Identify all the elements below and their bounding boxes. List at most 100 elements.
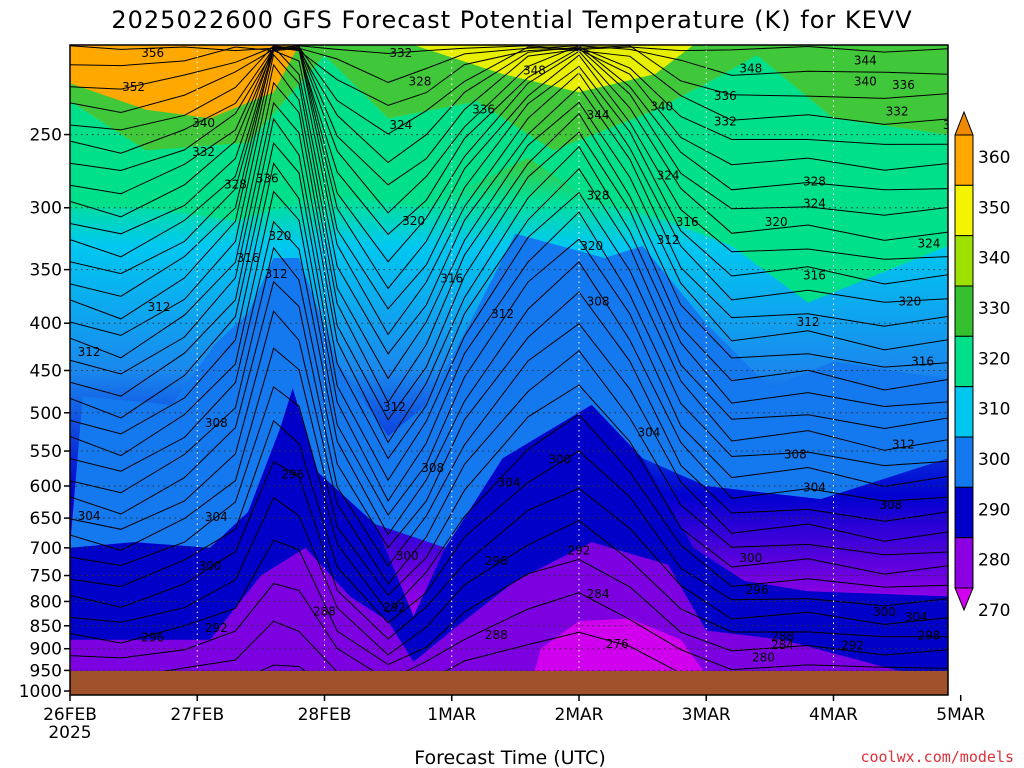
contour-label: 340 <box>650 99 673 113</box>
contour-label: 292 <box>568 544 591 558</box>
y-tick-label: 1000 <box>19 682 62 702</box>
gridlines <box>70 45 948 671</box>
contour-line <box>70 280 948 567</box>
contour-label: 312 <box>491 307 514 321</box>
contour-label: 316 <box>911 354 934 368</box>
x-tick-label: 26FEB <box>43 705 97 725</box>
contour-label: 340 <box>192 116 215 130</box>
contour-label: 332 <box>714 115 737 129</box>
fill-320-330 <box>70 54 948 303</box>
contour-line <box>70 45 948 55</box>
colorbar-arrow-top <box>954 110 974 136</box>
contour-line <box>163 620 678 671</box>
contour-label: 316 <box>676 215 699 229</box>
contour-line <box>70 310 948 585</box>
contour-line <box>70 45 948 164</box>
colorbar: 360 350 340 330 320 310 300 290 280 270 <box>954 110 1010 621</box>
contour-label: 296 <box>746 583 769 597</box>
contour-line <box>70 460 948 640</box>
contour-label: 336 <box>892 78 915 92</box>
contour-label: 336 <box>714 89 737 103</box>
colorbar-tick-label: 350 <box>978 198 1010 218</box>
colorbar-tick-label: 280 <box>978 551 1010 571</box>
contour-label: 312 <box>78 345 101 359</box>
contour-label: 296 <box>141 630 164 644</box>
colorbar-segment <box>954 486 974 539</box>
contour-lines <box>70 45 948 671</box>
y-tick-label: 850 <box>30 617 62 637</box>
y-tick-label: 350 <box>30 261 62 281</box>
chart-title: 2025022600 GFS Forecast Potential Temper… <box>111 6 912 34</box>
contour-label: 300 <box>873 605 896 619</box>
contour-line <box>70 49 948 336</box>
contour-label: 304 <box>803 480 826 494</box>
contour-line <box>70 142 948 482</box>
y-tick-label: 300 <box>30 199 62 219</box>
y-tick-label: 650 <box>30 509 62 529</box>
colorbar-segment <box>954 436 974 488</box>
contour-label: 328 <box>224 177 247 191</box>
contour-label: 304 <box>905 610 928 624</box>
contour-line <box>70 419 948 624</box>
contour-label: 356 <box>141 46 164 60</box>
contour-label: 300 <box>396 549 419 563</box>
contour-line <box>70 582 948 671</box>
contour-label: 344 <box>587 108 610 122</box>
contour-line <box>70 539 948 666</box>
colorbar-segment <box>954 134 974 186</box>
contour-line <box>70 246 948 549</box>
colorbar-segment <box>954 537 974 589</box>
fill-330-340 <box>70 45 948 151</box>
contour-label: 288 <box>485 628 508 642</box>
x-tick-label: 4MAR <box>809 705 858 725</box>
colorbar-tick-label: 300 <box>978 450 1010 470</box>
contour-line <box>70 162 948 502</box>
contour-label: 308 <box>784 448 807 462</box>
contour-label: 336 <box>472 103 495 117</box>
colorbar-segment <box>954 386 974 438</box>
colorbar-segment <box>954 285 974 337</box>
contour-line <box>70 220 948 536</box>
contour-label: 284 <box>771 638 794 652</box>
y-tick-label: 450 <box>30 361 62 381</box>
contour-label: 296 <box>281 467 304 481</box>
contour-label: 292 <box>205 621 228 635</box>
colorbar-tick-label: 290 <box>978 500 1010 520</box>
credit-link[interactable]: coolwx.com/models <box>860 748 1014 766</box>
contour-label: 276 <box>606 637 629 651</box>
contour-line <box>70 53 948 380</box>
colorbar-tick-label: 310 <box>978 400 1010 420</box>
y-tick-label: 550 <box>30 442 62 462</box>
fill-300-310 <box>70 233 948 548</box>
x-tick-label: 2MAR <box>555 705 604 725</box>
x-tick-label: 27FEB <box>170 705 224 725</box>
contour-label: 304 <box>638 425 661 439</box>
x-tick-label: 1MAR <box>427 705 476 725</box>
contour-label: 288 <box>313 604 336 618</box>
colorbar-segment <box>954 335 974 388</box>
contour-line <box>70 47 948 310</box>
colorbar-tick-label: 320 <box>978 349 1010 369</box>
contour-label: 324 <box>389 118 412 132</box>
contour-line <box>70 496 948 656</box>
contour-label: 352 <box>122 80 145 94</box>
contour-line <box>70 190 948 517</box>
x-axis-label: Forecast Time (UTC) <box>414 747 605 768</box>
contour-label: 304 <box>498 476 521 490</box>
fill-280-290 <box>70 542 905 671</box>
contour-label: 308 <box>205 416 228 430</box>
contour-label: 300 <box>739 551 762 565</box>
colorbar-segment <box>954 184 974 237</box>
contour-label: 332 <box>389 46 412 60</box>
colorbar-tick-label: 330 <box>978 299 1010 319</box>
contour-label: 324 <box>657 169 680 183</box>
contour-label: 320 <box>765 215 788 229</box>
contour-label: 316 <box>803 268 826 282</box>
colorbar-tick-label: 360 <box>978 148 1010 168</box>
colorbar-tick-label: 270 <box>978 601 1010 621</box>
contour-label: 328 <box>943 118 966 132</box>
contour-label: 328 <box>803 174 826 188</box>
contour-label: 332 <box>886 104 909 118</box>
contour-line <box>70 117 948 460</box>
